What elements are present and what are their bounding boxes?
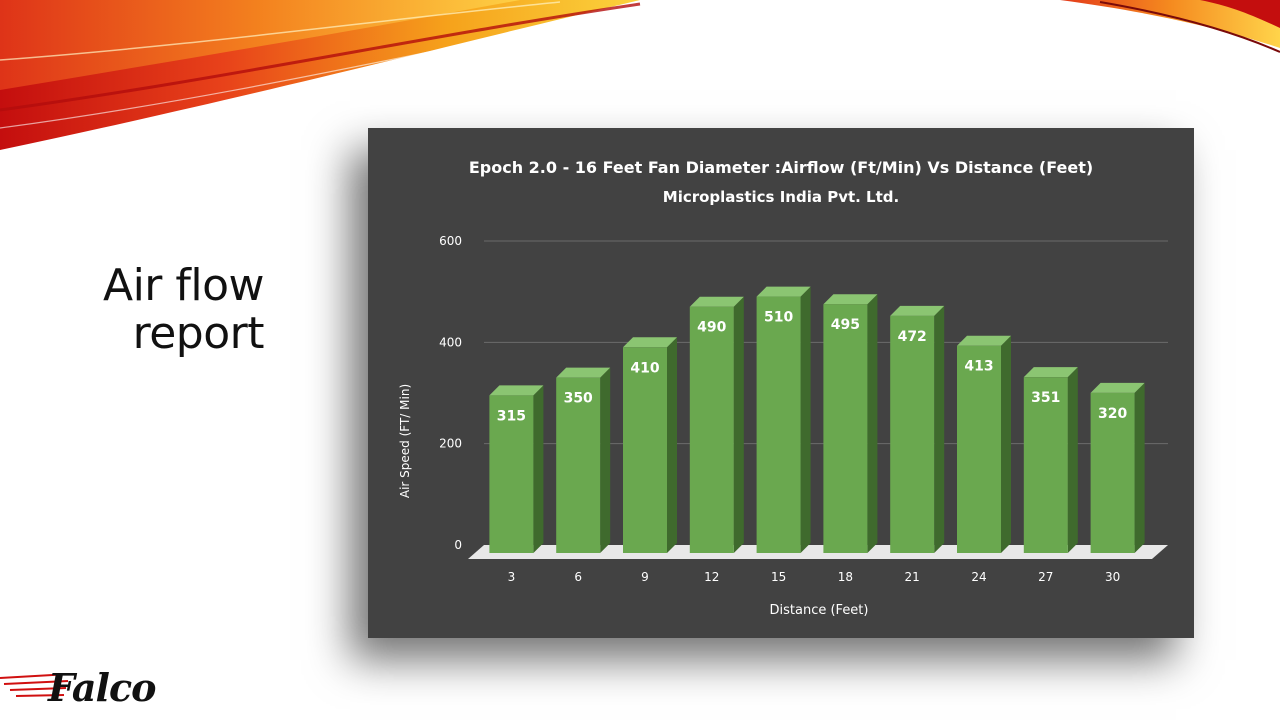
bar-top	[689, 296, 744, 307]
bar-top	[756, 286, 811, 297]
x-tick-label: 18	[838, 570, 853, 584]
y-tick-label: 400	[439, 335, 462, 349]
slide-title-line-1: Air flow	[102, 260, 265, 311]
bar-group: 472	[890, 305, 945, 553]
bar-group: 351	[1023, 367, 1078, 553]
x-tick-label: 9	[641, 570, 649, 584]
bar	[823, 304, 868, 553]
bar	[623, 347, 667, 553]
bar-group: 413	[957, 335, 1011, 553]
bar-top	[556, 367, 611, 378]
data-label: 410	[630, 360, 659, 376]
bar-group: 315	[489, 385, 544, 553]
tick-labels: 0 200 400 600 3 6 9 12 15 18 21 24 27 30	[439, 234, 1120, 584]
data-label: 472	[898, 329, 927, 345]
bar-top	[823, 294, 878, 305]
bar-side	[667, 337, 677, 553]
bar-series: 315 350 410 490 510 495 472 413 351 320	[489, 286, 1145, 553]
bar	[756, 296, 801, 553]
y-tick-label: 0	[454, 538, 462, 552]
data-label: 350	[564, 391, 593, 407]
data-label: 413	[964, 359, 993, 375]
falco-logo-text: Falco	[48, 665, 156, 710]
x-tick-label: 15	[771, 570, 786, 584]
data-label: 320	[1098, 406, 1127, 422]
bar-side	[800, 286, 811, 553]
header-swoosh	[0, 0, 1280, 150]
data-label: 351	[1031, 390, 1060, 406]
bar-side	[1134, 382, 1145, 553]
bar	[489, 395, 534, 553]
x-tick-label: 3	[508, 570, 516, 584]
bar-group: 510	[756, 286, 811, 553]
bar-top	[489, 385, 544, 396]
slide-title: Air flow report	[40, 260, 265, 359]
slide-title-line-2: report	[132, 308, 265, 359]
bar	[689, 306, 734, 553]
x-tick-label: 24	[971, 570, 986, 584]
bar	[1023, 377, 1068, 553]
x-tick-label: 27	[1038, 570, 1053, 584]
bar-group: 320	[1090, 382, 1145, 553]
bar-side	[533, 385, 544, 553]
bar-side	[600, 367, 611, 553]
bar-top	[1023, 367, 1078, 378]
bar-group: 350	[556, 367, 611, 553]
bar	[1090, 392, 1135, 553]
chart-panel: Epoch 2.0 - 16 Feet Fan Diameter :Airflo…	[368, 128, 1194, 638]
x-tick-label: 6	[574, 570, 582, 584]
bar-side	[867, 294, 878, 553]
bar	[957, 345, 1001, 553]
chart-subtitle: Microplastics India Pvt. Ltd.	[663, 188, 899, 206]
bar-group: 490	[689, 296, 744, 553]
x-tick-label: 21	[905, 570, 920, 584]
y-tick-label: 200	[439, 437, 462, 451]
bar	[890, 315, 935, 553]
bar-group: 495	[823, 294, 878, 553]
bar-side	[1001, 335, 1011, 553]
bar-top	[1090, 382, 1145, 393]
bar-top	[623, 337, 677, 348]
airflow-bar-chart: Epoch 2.0 - 16 Feet Fan Diameter :Airflo…	[398, 158, 1168, 618]
y-tick-label: 600	[439, 234, 462, 248]
data-label: 490	[697, 320, 726, 336]
data-label: 315	[497, 408, 526, 424]
bar-top	[957, 335, 1011, 346]
y-axis-label: Air Speed (FT/ Min)	[398, 384, 412, 498]
bar-side	[733, 296, 744, 553]
chart-title: Epoch 2.0 - 16 Feet Fan Diameter :Airflo…	[469, 158, 1093, 177]
bar-group: 410	[623, 337, 677, 553]
bar	[556, 377, 601, 553]
data-label: 510	[764, 310, 793, 326]
bar-top	[890, 305, 945, 316]
x-tick-label: 30	[1105, 570, 1120, 584]
falco-logo	[0, 673, 71, 697]
bar-side	[934, 305, 945, 553]
x-axis-label: Distance (Feet)	[770, 603, 869, 618]
x-tick-label: 12	[704, 570, 719, 584]
bar-side	[1067, 367, 1078, 553]
data-label: 495	[831, 317, 860, 333]
